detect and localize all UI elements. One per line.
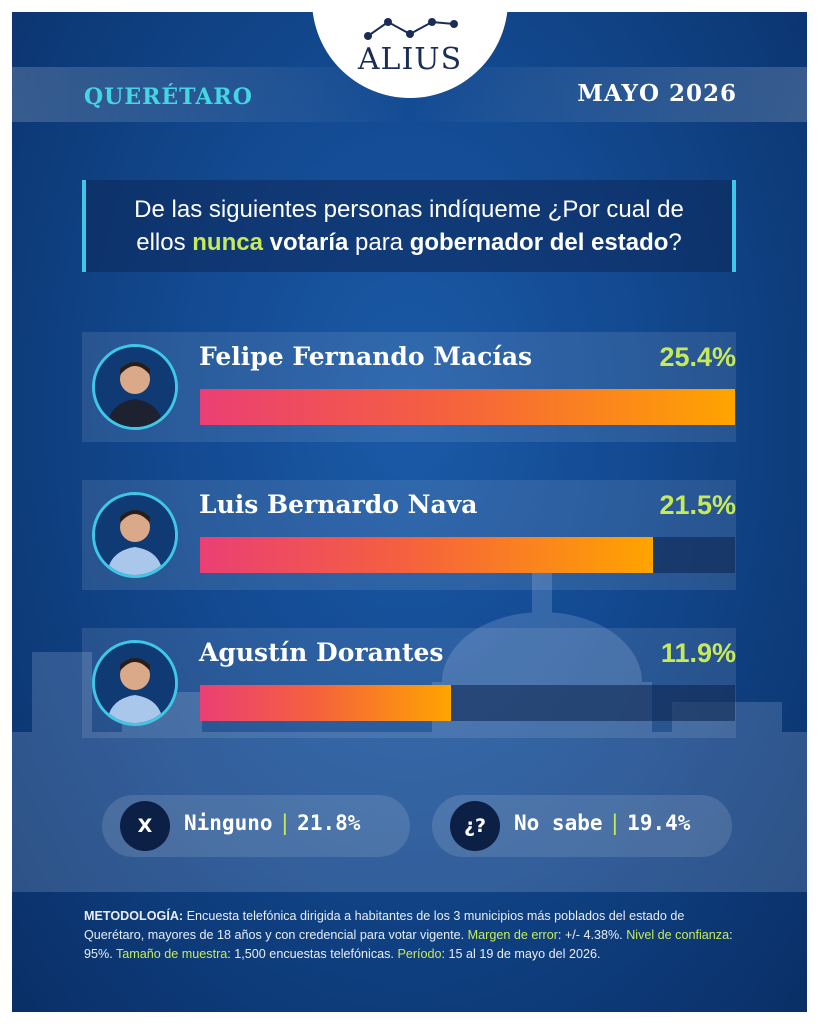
- question-text: De las siguientes personas indíqueme ¿Po…: [134, 193, 684, 259]
- no-sabe-pill: ¿? No sabe | 19.4%: [432, 795, 732, 857]
- x-icon: X: [120, 801, 170, 851]
- person-icon: [95, 495, 175, 575]
- candidate-row: Luis Bernardo Nava 21.5%: [82, 480, 736, 590]
- candidate-row: Felipe Fernando Macías 25.4%: [82, 332, 736, 442]
- no-sabe-label: No sabe: [514, 811, 603, 835]
- question-bold-gobernador: gobernador del estado: [409, 229, 669, 256]
- question-bold-votaria: votaría: [269, 229, 349, 256]
- candidate-percentage: 25.4%: [659, 342, 736, 372]
- method-text-4: : 1,500 encuestas telefónicas.: [227, 947, 398, 961]
- candidate-percentage: 21.5%: [659, 490, 736, 520]
- method-key-3: Nivel de confianza: [626, 928, 730, 942]
- method-key-5: Período: [397, 947, 442, 961]
- method-key-4: Tamaño de muestra: [115, 947, 228, 961]
- person-icon: [95, 643, 175, 723]
- candidate-avatar: [92, 344, 178, 430]
- ninguno-label: Ninguno: [184, 811, 273, 835]
- question-part-b: para: [348, 229, 410, 256]
- candidate-row: Agustín Dorantes 11.9%: [82, 628, 736, 738]
- question-mark-icon: ¿?: [450, 801, 500, 851]
- logo-text: ALIUS: [357, 42, 463, 77]
- method-text-2: : +/- 4.38%.: [557, 928, 627, 942]
- infographic-card: ALIUS QUERÉTARO MAYO 2026 De las siguien…: [12, 12, 807, 1012]
- question-line1: De las siguientes personas indíqueme ¿Po…: [134, 196, 684, 223]
- bar-fill: [200, 685, 451, 721]
- bar-track: [200, 537, 735, 573]
- method-text-3: : 95%.: [84, 928, 733, 961]
- date-label: MAYO 2026: [577, 80, 737, 107]
- method-key-1: METODOLOGÍA:: [84, 909, 184, 923]
- question-part-c: ?: [668, 229, 682, 256]
- ninguno-pill: X Ninguno | 21.8%: [102, 795, 410, 857]
- method-text-1: Encuesta telefónica dirigida a habitante…: [84, 909, 685, 942]
- question-box: De las siguientes personas indíqueme ¿Po…: [82, 180, 736, 272]
- candidate-name: Felipe Fernando Macías: [199, 342, 533, 371]
- state-label: QUERÉTARO: [84, 84, 253, 110]
- candidate-avatar: [92, 640, 178, 726]
- logo-graph-icon: [364, 18, 458, 40]
- candidate-percentage: 11.9%: [660, 638, 736, 668]
- method-key-2: Margen de error: [467, 928, 558, 942]
- question-highlight-nunca: nunca: [192, 229, 263, 256]
- bar-track: [200, 389, 735, 425]
- no-sabe-text: No sabe | 19.4%: [514, 811, 691, 835]
- bar-fill: [200, 389, 735, 425]
- method-text-5: : 15 al 19 de mayo del 2026.: [441, 947, 601, 961]
- bar-track: [200, 685, 735, 721]
- methodology-note: METODOLOGÍA: Encuesta telefónica dirigid…: [84, 907, 744, 964]
- no-sabe-value: 19.4%: [627, 811, 691, 835]
- ninguno-text: Ninguno | 21.8%: [184, 811, 361, 835]
- candidate-name: Agustín Dorantes: [199, 638, 444, 667]
- candidate-name: Luis Bernardo Nava: [199, 490, 478, 519]
- ninguno-value: 21.8%: [297, 811, 361, 835]
- header-band: [12, 67, 807, 122]
- person-icon: [95, 347, 175, 427]
- question-part-a: ellos: [136, 229, 193, 256]
- bar-fill: [200, 537, 653, 573]
- candidate-avatar: [92, 492, 178, 578]
